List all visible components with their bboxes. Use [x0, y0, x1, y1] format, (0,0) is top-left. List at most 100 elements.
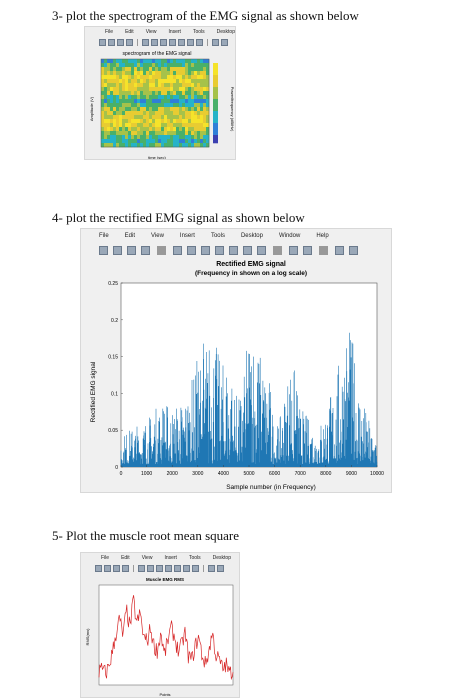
- spectrogram-cell: [119, 135, 123, 140]
- open-file-icon[interactable]: [104, 564, 111, 572]
- spectrogram-cell: [101, 67, 105, 72]
- spectrogram-cell: [128, 87, 132, 92]
- legend-icon[interactable]: [217, 564, 224, 572]
- save-icon[interactable]: [117, 38, 124, 46]
- pointer-icon[interactable]: [138, 564, 145, 572]
- spectrogram-cell: [206, 83, 210, 88]
- colorbar-icon[interactable]: [289, 245, 298, 255]
- show-plot-tools-icon[interactable]: [349, 245, 358, 255]
- menu-insert[interactable]: Insert: [164, 555, 177, 561]
- y-tick-label: 0.1: [111, 391, 118, 397]
- menu-file[interactable]: File: [99, 233, 109, 239]
- spectrogram-cell: [173, 123, 177, 128]
- menu-desktop[interactable]: Desktop: [240, 233, 263, 239]
- spectrogram-cell: [185, 83, 189, 88]
- data-cursor-icon[interactable]: [243, 245, 252, 255]
- new-figure-icon[interactable]: [99, 245, 108, 255]
- zoom-in-icon[interactable]: [187, 245, 196, 255]
- data-cursor-icon[interactable]: [187, 38, 194, 46]
- spectrogram-cell: [149, 123, 153, 128]
- pan-icon[interactable]: [169, 38, 176, 46]
- spectrogram-cell: [191, 75, 195, 80]
- open-file-icon[interactable]: [113, 245, 122, 255]
- menu-edit[interactable]: Edit: [125, 29, 134, 35]
- spectrogram-cell: [113, 139, 117, 144]
- spectrogram-cell: [125, 123, 129, 128]
- spectrogram-cell: [131, 63, 135, 68]
- menu-view[interactable]: View: [141, 555, 153, 561]
- spectrogram-cell: [179, 71, 183, 76]
- rotate-icon[interactable]: [174, 564, 181, 572]
- spectrogram-cell: [122, 143, 126, 148]
- zoom-in-icon[interactable]: [151, 38, 158, 46]
- print-icon[interactable]: [126, 38, 133, 46]
- spectrogram-chart: spectrogram of the EMG signal Amplitude …: [89, 51, 235, 159]
- spectrogram-cell: [167, 135, 171, 140]
- spectrogram-cell: [119, 115, 123, 120]
- menu-tools[interactable]: Tools: [210, 233, 225, 239]
- spectrogram-cell: [200, 111, 204, 116]
- spectrogram-cell: [170, 107, 174, 112]
- data-cursor-icon[interactable]: [183, 564, 190, 572]
- menu-insert[interactable]: Insert: [168, 29, 181, 35]
- menu-desktop[interactable]: Desktop: [212, 555, 231, 561]
- spectrogram-cell: [197, 119, 201, 124]
- spectrogram-heatmap: [100, 58, 210, 148]
- rotate-icon[interactable]: [178, 38, 185, 46]
- legend-icon[interactable]: [221, 38, 228, 46]
- spectrogram-cell: [158, 91, 162, 96]
- spectrogram-cell: [200, 119, 204, 124]
- menu-file[interactable]: File: [105, 29, 114, 35]
- new-figure-icon[interactable]: [99, 38, 106, 46]
- brush-icon[interactable]: [192, 564, 199, 572]
- spectrogram-cell: [152, 143, 156, 148]
- spectrogram-cell: [188, 71, 192, 76]
- pointer-icon[interactable]: [142, 38, 149, 46]
- colorbar-icon[interactable]: [208, 564, 215, 572]
- spectrogram-cell: [191, 99, 195, 104]
- zoom-out-icon[interactable]: [160, 38, 167, 46]
- menu-edit[interactable]: Edit: [121, 555, 130, 561]
- save-icon[interactable]: [113, 564, 120, 572]
- menu-insert[interactable]: Insert: [179, 233, 195, 239]
- print-icon[interactable]: [122, 564, 129, 572]
- spectrogram-cell: [104, 123, 108, 128]
- menu-tools[interactable]: Tools: [192, 29, 205, 35]
- pan-icon[interactable]: [165, 564, 172, 572]
- spectrogram-cell: [191, 67, 195, 72]
- spectrogram-cell: [131, 131, 135, 136]
- pan-icon[interactable]: [215, 245, 224, 255]
- menu-file[interactable]: File: [101, 555, 110, 561]
- open-file-icon[interactable]: [108, 38, 115, 46]
- menu-desktop[interactable]: Desktop: [216, 29, 235, 35]
- hide-plot-tools-icon[interactable]: [335, 245, 344, 255]
- colorbar-icon[interactable]: [212, 38, 219, 46]
- menu-view[interactable]: View: [151, 233, 164, 239]
- spectrogram-cell: [113, 143, 117, 148]
- save-icon[interactable]: [127, 245, 136, 255]
- spectrogram-cell: [107, 123, 111, 128]
- menu-help[interactable]: Help: [316, 233, 329, 239]
- print-icon[interactable]: [141, 245, 150, 255]
- spectrogram-cell: [152, 83, 156, 88]
- brush-icon[interactable]: [196, 38, 203, 46]
- rotate-icon[interactable]: [229, 245, 238, 255]
- figure2-menubar: File Edit View Insert Tools Desktop Wind…: [81, 229, 391, 243]
- menu-window[interactable]: Window: [278, 233, 301, 239]
- spectrogram-cell: [197, 83, 201, 88]
- zoom-out-icon[interactable]: [201, 245, 210, 255]
- zoom-in-icon[interactable]: [147, 564, 154, 572]
- legend-icon[interactable]: [303, 245, 312, 255]
- spectrogram-cell: [122, 59, 126, 64]
- new-figure-icon[interactable]: [95, 564, 102, 572]
- spectrogram-cell: [179, 103, 183, 108]
- brush-icon[interactable]: [257, 245, 266, 255]
- zoom-out-icon[interactable]: [156, 564, 163, 572]
- spectrogram-cell: [152, 111, 156, 116]
- menu-edit[interactable]: Edit: [124, 233, 136, 239]
- pointer-icon[interactable]: [173, 245, 182, 255]
- spectrogram-cell: [116, 135, 120, 140]
- menu-view[interactable]: View: [145, 29, 157, 35]
- menu-tools[interactable]: Tools: [188, 555, 201, 561]
- spectrogram-cell: [119, 63, 123, 68]
